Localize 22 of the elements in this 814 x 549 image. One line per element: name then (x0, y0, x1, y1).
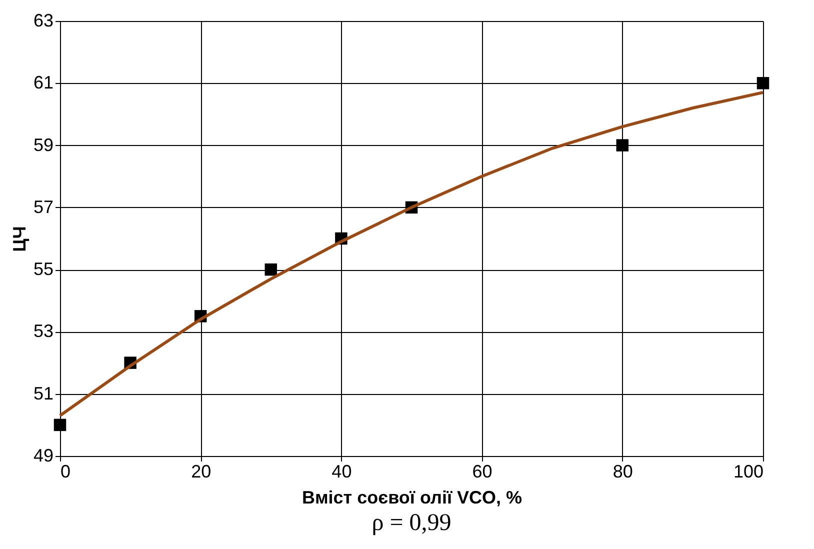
y-tick-label: 53 (33, 321, 54, 342)
x-tick-label: 20 (191, 462, 212, 482)
point (616, 139, 629, 152)
y-tick-label: 55 (33, 259, 54, 280)
x-tick-label: 0 (60, 462, 71, 482)
y-tick-label: 63 (33, 10, 54, 30)
x-tick-label: 100 (733, 462, 764, 482)
text: ρ = 0,99 (372, 510, 452, 536)
x-tick-label: 60 (472, 462, 492, 482)
y-tick-label: 51 (33, 383, 54, 404)
point (756, 77, 770, 90)
y-tick-label: 61 (33, 72, 54, 93)
point (264, 263, 278, 276)
point (54, 418, 66, 432)
x-axis-title: Вміст соєвої олії VCO, % (302, 488, 522, 508)
y-axis-title: ЦЧ (9, 226, 30, 252)
y-tick-label: 59 (33, 134, 54, 155)
y-tick-label: 57 (33, 196, 54, 217)
y-tick-label: 49 (33, 446, 54, 466)
x-tick-label: 40 (332, 462, 352, 482)
line-series (58, 90, 764, 418)
x-tick-label: 80 (612, 462, 633, 482)
